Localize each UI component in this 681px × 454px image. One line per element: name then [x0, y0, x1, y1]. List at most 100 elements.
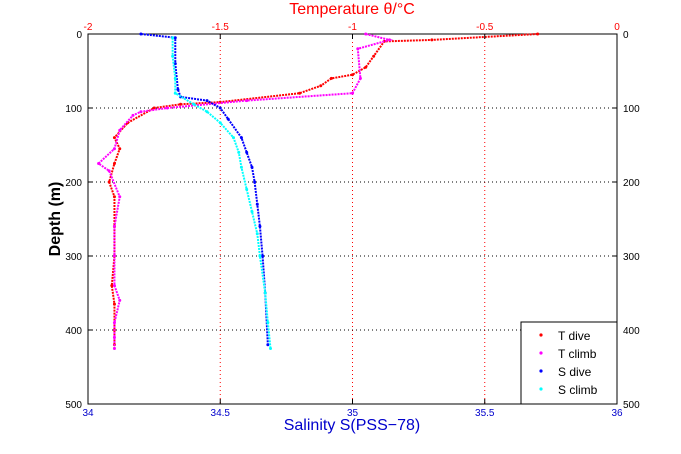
right-tick-label: 200: [623, 178, 640, 189]
data-point: [329, 76, 333, 80]
data-point: [430, 38, 434, 42]
data-point: [112, 254, 116, 258]
data-point: [131, 113, 135, 117]
data-point: [258, 254, 262, 258]
data-point: [112, 147, 116, 151]
data-point: [205, 99, 209, 103]
data-point: [173, 91, 177, 95]
data-point: [245, 99, 249, 103]
series-trace: [108, 33, 538, 345]
data-marks: [96, 32, 540, 350]
x-axis-label: Salinity S(PSS−78): [284, 417, 421, 434]
data-point: [205, 110, 209, 114]
legend-label: T climb: [558, 347, 597, 361]
data-point: [139, 110, 143, 114]
series-t-dive: [107, 32, 540, 347]
data-point: [171, 54, 175, 58]
data-point: [364, 32, 368, 36]
data-point: [245, 150, 249, 154]
top-tick-label: -1.5: [212, 22, 230, 33]
data-point: [139, 32, 143, 36]
legend-label: T dive: [558, 329, 591, 343]
data-point: [107, 169, 111, 173]
top-tick-label: 0: [614, 22, 620, 33]
right-tick-label: 300: [623, 252, 640, 263]
data-point: [298, 91, 302, 95]
data-point: [192, 102, 196, 106]
data-point: [372, 54, 376, 58]
bottom-tick-label: 34.5: [211, 408, 231, 419]
data-point: [179, 102, 183, 106]
bottom-tick-label: 36: [611, 408, 623, 419]
data-point: [226, 117, 230, 121]
data-point: [165, 106, 169, 110]
data-point: [107, 180, 111, 184]
chart-title: Temperature θ/°C: [289, 1, 415, 18]
data-point: [255, 232, 259, 236]
data-point: [112, 321, 116, 325]
bottom-tick-label: 35: [347, 408, 359, 419]
data-point: [255, 202, 259, 206]
data-point: [231, 136, 235, 140]
data-point: [364, 65, 368, 69]
data-point: [218, 121, 222, 125]
left-tick-label: 500: [65, 400, 82, 411]
left-tick-label: 200: [65, 178, 82, 189]
data-point: [112, 335, 116, 339]
data-point: [351, 73, 354, 77]
data-point: [319, 84, 323, 88]
data-point: [266, 343, 270, 347]
data-point: [388, 38, 392, 42]
data-point: [118, 298, 122, 302]
series-s-climb: [171, 36, 273, 350]
data-point: [118, 195, 122, 199]
data-point: [258, 224, 262, 228]
data-point: [351, 91, 354, 95]
data-point: [112, 162, 116, 165]
left-tick-label: 400: [65, 326, 82, 337]
legend-marker: [539, 351, 543, 355]
data-point: [118, 147, 122, 151]
data-point: [118, 128, 122, 132]
bottom-tick-label: 35.5: [475, 408, 495, 419]
data-point: [110, 284, 114, 288]
legend-marker: [539, 369, 543, 373]
top-tick-label: -2: [84, 22, 93, 33]
legend-label: S dive: [558, 365, 592, 379]
data-point: [112, 195, 116, 199]
data-point: [152, 106, 156, 110]
bottom-tick-label: 34: [82, 408, 94, 419]
left-tick-label: 0: [76, 30, 82, 41]
data-point: [253, 180, 257, 184]
legend-marker: [539, 387, 543, 391]
data-point: [239, 165, 243, 169]
data-point: [112, 224, 116, 228]
legend-label: S climb: [558, 383, 598, 397]
legend-box: [520, 321, 618, 405]
data-point: [263, 291, 267, 295]
data-point: [261, 254, 265, 258]
data-point: [266, 321, 270, 325]
left-tick-label: 300: [65, 252, 82, 263]
data-point: [536, 32, 540, 36]
data-point: [237, 150, 241, 154]
data-point: [356, 47, 360, 51]
data-point: [239, 136, 243, 140]
right-tick-label: 400: [623, 326, 640, 337]
legend: T dive T climb S dive S climb: [520, 321, 618, 405]
right-tick-label: 500: [623, 400, 640, 411]
data-point: [358, 76, 362, 80]
data-point: [250, 210, 254, 214]
data-point: [173, 36, 177, 40]
top-tick-label: -0.5: [476, 22, 494, 33]
data-point: [112, 284, 116, 288]
right-tick-label: 100: [623, 104, 640, 115]
data-point: [97, 162, 101, 165]
data-point: [173, 76, 177, 80]
data-point: [176, 88, 180, 91]
data-point: [112, 302, 116, 306]
top-tick-label: -1: [348, 22, 357, 33]
y-axis-label: Depth (m): [47, 182, 64, 257]
